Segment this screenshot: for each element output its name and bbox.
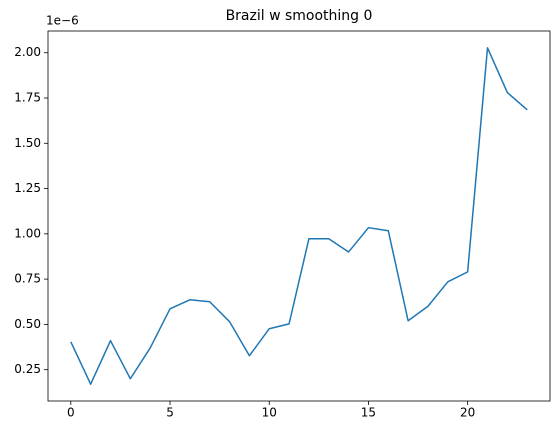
y-tick-label: 2.00 xyxy=(14,45,41,59)
y-tick-label: 0.25 xyxy=(14,362,41,376)
x-tick-label: 0 xyxy=(67,406,75,420)
y-tick-label: 0.75 xyxy=(14,272,41,286)
x-tick-label: 15 xyxy=(361,406,376,420)
y-tick-label: 1.25 xyxy=(14,181,41,195)
chart-title: Brazil w smoothing 0 xyxy=(226,8,373,24)
x-tick-label: 10 xyxy=(262,406,277,420)
y-tick-label: 1.75 xyxy=(14,91,41,105)
y-tick-label: 0.50 xyxy=(14,317,41,331)
line-series xyxy=(70,47,528,385)
y-offset-label: 1e−6 xyxy=(46,14,79,28)
y-tick-label: 1.50 xyxy=(14,136,41,150)
x-tick-label: 5 xyxy=(166,406,174,420)
x-tick-label: 20 xyxy=(460,406,475,420)
y-tick-label: 1.00 xyxy=(14,226,41,240)
plot-frame xyxy=(47,30,551,402)
